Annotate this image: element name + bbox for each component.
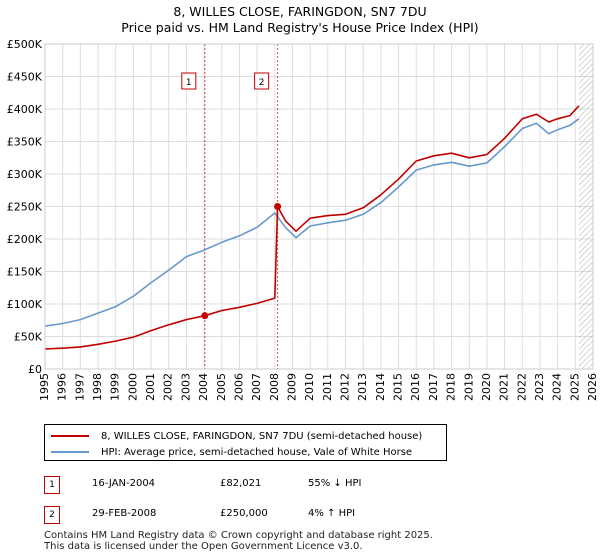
transaction-2-label: 2 (259, 78, 265, 88)
y-tick-label: £200K (7, 233, 43, 246)
x-tick-label: 2020 (480, 373, 493, 401)
y-tick-label: £500K (7, 38, 43, 51)
x-tick-label: 2011 (321, 373, 334, 401)
x-tick-label: 2016 (409, 373, 422, 401)
footer-attribution: Contains HM Land Registry data © Crown c… (44, 530, 433, 552)
x-tick-label: 2000 (126, 373, 139, 401)
property-price-line (44, 105, 580, 350)
x-tick-label: 2024 (551, 373, 564, 401)
y-tick-label: £400K (7, 103, 43, 116)
footer-line-2: This data is licensed under the Open Gov… (44, 541, 363, 552)
x-tick-label: 2004 (197, 373, 210, 401)
legend-hpi-label: HPI: Average price, semi-detached house,… (101, 446, 413, 458)
x-tick-label: 2015 (392, 373, 405, 401)
chart-legend: 8, WILLES CLOSE, FARINGDON, SN7 7DU (sem… (44, 424, 447, 461)
chart-title: 8, WILLES CLOSE, FARINGDON, SN7 7DU (173, 4, 427, 19)
hpi-line (44, 118, 580, 327)
x-tick-label: 1996 (56, 373, 69, 401)
property-line-swatch (51, 435, 89, 437)
x-tick-label: 1999 (109, 373, 122, 401)
y-tick-label: £150K (7, 266, 43, 279)
x-tick-label: 2002 (162, 373, 175, 401)
x-tick-label: 2022 (515, 373, 528, 401)
x-tick-label: 2001 (144, 373, 157, 401)
transaction-date: 29-FEB-2008 (92, 508, 157, 519)
transaction-1-label: 1 (186, 78, 192, 88)
x-tick-label: 2026 (586, 373, 599, 401)
x-tick-label: 2013 (356, 373, 369, 401)
x-tick-label: 2023 (533, 373, 546, 401)
transaction-2-label-box (254, 72, 270, 90)
table-row: 1 16-JAN-2004 £82,021 55% ↓ HPI (44, 476, 464, 494)
legend-item-hpi: HPI: Average price, semi-detached house,… (51, 445, 412, 459)
table-row: 2 29-FEB-2008 £250,000 4% ↑ HPI (44, 506, 464, 524)
transaction-number-badge: 1 (44, 476, 60, 494)
x-tick-label: 1998 (91, 373, 104, 401)
y-tick-label: £300K (7, 168, 43, 181)
transaction-1-point (201, 312, 209, 320)
x-tick-label: 1997 (73, 373, 86, 401)
x-tick-label: 2006 (232, 373, 245, 401)
y-tick-label: £50K (14, 331, 43, 344)
plot-frame (44, 43, 594, 370)
legend-property-label: 8, WILLES CLOSE, FARINGDON, SN7 7DU (sem… (101, 430, 423, 442)
transaction-hpi-change: 55% ↓ HPI (308, 478, 362, 489)
x-tick-label: 2009 (285, 373, 298, 401)
x-tick-label: 2012 (339, 373, 352, 401)
x-tick-label: 2019 (462, 373, 475, 401)
transaction-price: £82,021 (220, 478, 262, 489)
hpi-line-swatch (51, 451, 89, 453)
transaction-1-label-box (181, 72, 197, 90)
x-tick-label: 2014 (374, 373, 387, 401)
x-tick-label: 2021 (498, 373, 511, 401)
x-tick-label: 2017 (427, 373, 440, 401)
forecast-hatch-region (578, 44, 593, 369)
footer-line-1: Contains HM Land Registry data © Crown c… (44, 530, 433, 541)
transaction-2-point (274, 203, 282, 210)
transaction-date: 16-JAN-2004 (92, 478, 156, 489)
x-tick-label: 2010 (303, 373, 316, 401)
y-tick-label: £0 (28, 363, 42, 376)
transaction-number-badge: 2 (44, 506, 60, 524)
x-tick-label: 2005 (215, 373, 228, 401)
price-chart: 1 2 £0 £50K £100K £150K £200K £250K £300K £350K £… (7, 38, 599, 401)
legend-item-property: 8, WILLES CLOSE, FARINGDON, SN7 7DU (sem… (51, 429, 422, 443)
transaction-price: £250,000 (220, 508, 268, 519)
x-tick-label: 2018 (445, 373, 458, 401)
x-tick-label: 2008 (268, 373, 281, 401)
x-tick-label: 2007 (250, 373, 263, 401)
y-tick-label: £450K (7, 71, 43, 84)
y-tick-label: £100K (7, 298, 43, 311)
x-tick-label: 2003 (179, 373, 192, 401)
transaction-hpi-change: 4% ↑ HPI (308, 508, 356, 519)
y-tick-label: £350K (7, 136, 43, 149)
y-tick-label: £250K (7, 201, 43, 214)
x-tick-label: 1995 (38, 373, 51, 401)
x-tick-label: 2025 (568, 373, 581, 401)
chart-subtitle: Price paid vs. HM Land Registry's House … (121, 20, 479, 35)
